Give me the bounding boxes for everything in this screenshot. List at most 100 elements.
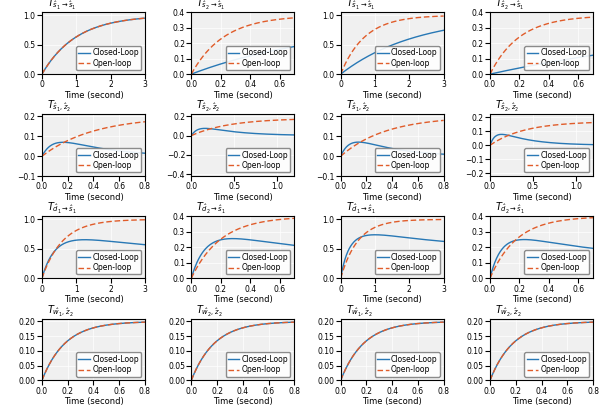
- Line: Open-loop: Open-loop: [490, 123, 593, 145]
- Open-loop: [291, 216, 298, 221]
- Open-loop: [243, 324, 250, 329]
- Open-loop: [272, 321, 279, 326]
- Closed-Loop: [393, 147, 400, 152]
- Open-loop: [398, 17, 406, 22]
- Closed-Loop: [99, 323, 107, 328]
- Line: Open-loop: Open-loop: [42, 220, 145, 278]
- Open-loop: [99, 220, 107, 225]
- Open-loop: [547, 323, 555, 328]
- Line: Closed-Loop: Closed-Loop: [490, 240, 593, 278]
- Legend: Closed-Loop, Open-loop: Closed-Loop, Open-loop: [375, 250, 440, 274]
- X-axis label: Time (second): Time (second): [213, 295, 273, 304]
- Open-loop: [99, 126, 107, 131]
- Open-loop: [542, 124, 549, 128]
- Open-loop: [337, 72, 344, 76]
- Closed-Loop: [536, 139, 543, 144]
- Open-loop: [141, 320, 149, 325]
- Open-loop: [187, 378, 195, 383]
- Closed-Loop: [123, 149, 130, 154]
- Open-loop: [536, 326, 543, 331]
- Closed-Loop: [100, 238, 107, 243]
- Open-loop: [438, 217, 445, 222]
- Open-loop: [398, 124, 406, 129]
- Closed-Loop: [141, 320, 149, 325]
- Text: $T_{\hat{s}_2, \hat{z}_2}$: $T_{\hat{s}_2, \hat{z}_2}$: [196, 99, 221, 115]
- Line: Closed-Loop: Closed-Loop: [191, 322, 294, 380]
- Closed-Loop: [249, 238, 256, 243]
- Line: Open-loop: Open-loop: [191, 18, 294, 74]
- Closed-Loop: [486, 72, 494, 76]
- Open-loop: [38, 154, 46, 159]
- Legend: Closed-Loop, Open-loop: Closed-Loop, Open-loop: [524, 353, 589, 377]
- Closed-Loop: [542, 140, 549, 145]
- Open-loop: [249, 222, 256, 227]
- Open-loop: [386, 220, 393, 225]
- Line: Closed-Loop: Closed-Loop: [42, 322, 145, 380]
- Open-loop: [486, 72, 494, 76]
- Open-loop: [542, 222, 549, 227]
- Closed-Loop: [237, 56, 244, 61]
- Closed-Loop: [438, 28, 445, 33]
- Open-loop: [237, 26, 244, 31]
- Open-loop: [393, 18, 400, 23]
- Closed-Loop: [589, 246, 597, 251]
- Closed-Loop: [88, 27, 95, 31]
- Open-loop: [486, 276, 494, 281]
- Open-loop: [88, 129, 95, 134]
- Closed-Loop: [249, 323, 256, 328]
- Closed-Loop: [422, 32, 429, 37]
- Closed-Loop: [237, 56, 244, 61]
- Open-loop: [87, 222, 95, 227]
- X-axis label: Time (second): Time (second): [63, 193, 123, 202]
- Text: $T_{\hat{w}_1, \hat{z}_2}$: $T_{\hat{w}_1, \hat{z}_2}$: [346, 303, 373, 319]
- Closed-Loop: [422, 151, 429, 155]
- Open-loop: [438, 118, 445, 123]
- X-axis label: Time (second): Time (second): [213, 193, 273, 202]
- Closed-Loop: [386, 326, 393, 331]
- Open-loop: [536, 125, 543, 130]
- Closed-Loop: [371, 232, 379, 237]
- Open-loop: [139, 320, 146, 325]
- Closed-Loop: [244, 237, 251, 242]
- Open-loop: [536, 125, 543, 130]
- Closed-Loop: [94, 145, 101, 150]
- Open-loop: [547, 123, 555, 128]
- Closed-Loop: [249, 53, 256, 58]
- Closed-Loop: [187, 133, 195, 138]
- Open-loop: [393, 126, 400, 130]
- Closed-Loop: [398, 235, 406, 240]
- X-axis label: Time (second): Time (second): [213, 91, 273, 100]
- Open-loop: [536, 224, 543, 229]
- Open-loop: [440, 320, 447, 325]
- Closed-Loop: [288, 320, 295, 325]
- Open-loop: [272, 118, 279, 123]
- Closed-Loop: [589, 320, 597, 325]
- Open-loop: [536, 223, 543, 228]
- Closed-Loop: [536, 326, 543, 331]
- Open-loop: [288, 216, 295, 221]
- Closed-Loop: [547, 323, 555, 328]
- X-axis label: Time (second): Time (second): [63, 295, 123, 304]
- Open-loop: [141, 217, 149, 222]
- Open-loop: [243, 223, 250, 228]
- Open-loop: [288, 16, 295, 20]
- Line: Closed-Loop: Closed-Loop: [341, 30, 444, 74]
- Closed-Loop: [386, 146, 394, 151]
- Open-loop: [123, 121, 130, 126]
- X-axis label: Time (second): Time (second): [362, 193, 422, 202]
- Open-loop: [187, 276, 195, 281]
- Closed-Loop: [486, 378, 494, 383]
- Open-loop: [398, 323, 406, 328]
- Line: Closed-Loop: Closed-Loop: [341, 142, 444, 156]
- Open-loop: [243, 23, 250, 28]
- Open-loop: [536, 24, 543, 29]
- Closed-Loop: [571, 142, 578, 146]
- Closed-Loop: [139, 16, 146, 21]
- Open-loop: [38, 276, 46, 281]
- Text: $T_{\hat{s}_2, \hat{z}_2}$: $T_{\hat{s}_2, \hat{z}_2}$: [495, 99, 520, 115]
- Open-loop: [422, 14, 429, 19]
- Legend: Closed-Loop, Open-loop: Closed-Loop, Open-loop: [375, 46, 440, 70]
- Closed-Loop: [38, 72, 46, 76]
- Closed-Loop: [123, 18, 130, 23]
- Closed-Loop: [139, 242, 146, 247]
